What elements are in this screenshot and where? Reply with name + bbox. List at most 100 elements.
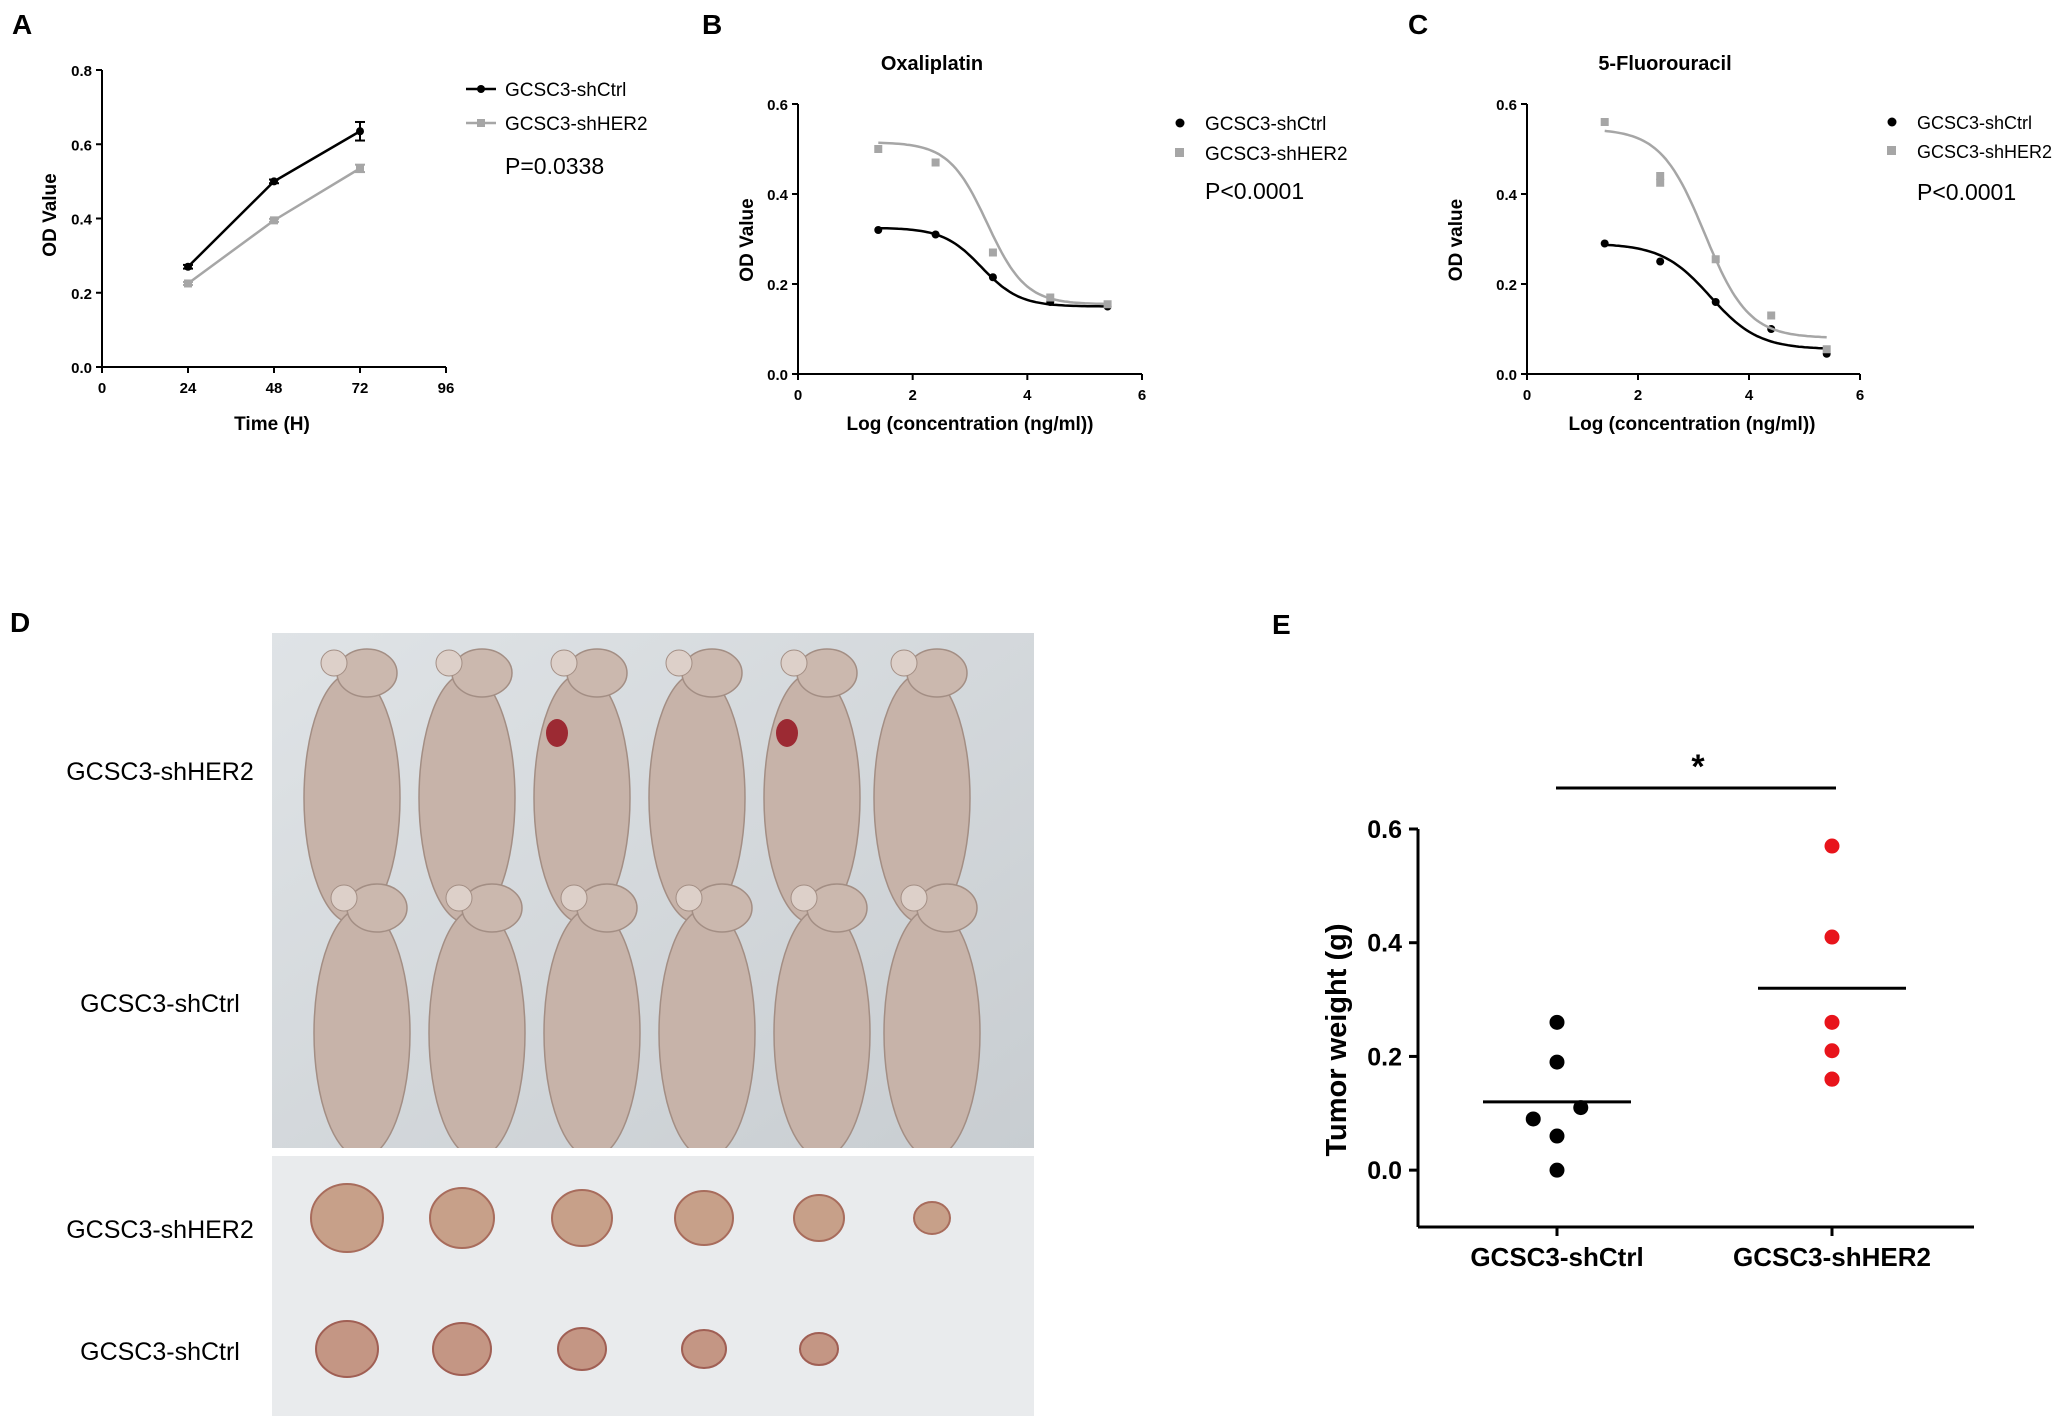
chart-c-point [1822,345,1831,354]
chart-b-point [874,145,883,153]
chart-a-ytick-label: 0.4 [71,212,93,229]
mice-row-label-shctrl: GCSC3-shCtrl [80,990,240,1018]
chart-b-ytick-label: 0.0 [767,367,788,384]
mouse-tumor-spot [776,719,798,747]
chart-a-point [184,262,192,271]
chart-e-point [1824,1043,1840,1059]
chart-e-category-shctrl: GCSC3-shCtrl [1470,1242,1643,1272]
chart-e-ytick-label: 0.6 [1367,816,1402,844]
legend-b-shher2-marker [1175,148,1184,157]
mouse-head [906,648,968,698]
tumor-row-label-shher2: GCSC3-shHER2 [66,1216,254,1244]
chart-a-series-line [187,167,361,285]
chart-b-ytick-label: 0.2 [767,277,788,294]
tumor-shher2 [674,1190,734,1246]
mouse-ear [560,884,588,912]
chart-c-xtick-label: 4 [1745,387,1754,404]
mouse-head [691,883,753,933]
chart-b-ytick-label: 0.4 [767,187,789,204]
chart-a-ytick-label: 0.0 [71,360,92,377]
mouse-head [336,648,398,698]
chart-c-xtick-label: 2 [1634,387,1642,404]
chart-a-xtick-label: 48 [266,380,283,397]
chart-a-xlabel: Time (H) [234,414,310,435]
mouse-ear [550,649,578,677]
chart-e-tumor-weight: 0.0 0.2 0.4 0.6 [1367,816,1974,1236]
chart-a-ylabel: OD Value [40,173,61,256]
chart-a-xtick-label: 72 [352,380,369,397]
mouse-body [773,907,871,1148]
chart-c-ytick-label: 0.6 [1496,97,1517,114]
mouse-body [428,907,526,1148]
chart-b-xtick-label: 4 [1023,387,1032,404]
chart-b-title: Oxaliplatin [881,53,983,75]
legend-b-shctrl-marker [1175,118,1185,128]
mouse-ear [665,649,693,677]
chart-b-point [874,226,883,234]
chart-c-point [1600,118,1609,126]
chart-b-point [988,273,997,282]
chart-e-point [1549,1128,1565,1144]
mice-row-label-shher2: GCSC3-shHER2 [66,758,254,786]
legend-b-shher2-label: GCSC3-shHER2 [1205,144,1348,165]
chart-e-category-shher2: GCSC3-shHER2 [1733,1242,1931,1272]
chart-e-point [1824,1014,1840,1030]
chart-b-pvalue: P<0.0001 [1205,178,1304,204]
chart-b-point [1046,293,1055,302]
chart-e-ytick-label: 0.4 [1367,930,1402,958]
chart-c-xtick-label: 6 [1856,387,1864,404]
panel-letter-e: E [1272,609,1291,640]
chart-e-point [1824,929,1840,945]
mouse-ear [320,649,348,677]
tumor-shctrl [799,1332,839,1366]
mouse-head [916,883,978,933]
mice-photo [272,633,1034,1148]
chart-c-ylabel: OD value [1446,199,1467,281]
chart-a-pvalue: P=0.0338 [505,153,604,179]
mouse-ear [790,884,818,912]
legend-a-shher2-label: GCSC3-shHER2 [505,114,648,135]
chart-a-series-line [187,130,361,268]
chart-a-xtick-label: 0 [98,380,106,397]
mouse-ear [435,649,463,677]
chart-a-xtick-label: 96 [438,380,455,397]
tumor-shctrl [557,1327,607,1371]
chart-c-point [1711,298,1720,306]
chart-b-point [931,230,940,239]
chart-a-point [356,164,364,173]
chart-b-ylabel: OD Value [737,198,758,281]
tumor-row-label-shctrl: GCSC3-shCtrl [80,1338,240,1366]
chart-b-fit-curve [878,226,1108,308]
tumor-shctrl [681,1329,727,1369]
panel-letter-b: B [702,9,722,40]
chart-e-point [1573,1100,1589,1116]
significance-star: * [1691,748,1705,786]
mouse-body [313,907,411,1148]
chart-c-point [1656,172,1665,180]
chart-c-point [1656,257,1665,266]
chart-c-xlabel: Log (concentration (ng/ml)) [1569,414,1816,435]
chart-b-ytick-label: 0.6 [767,97,788,114]
panel-letter-a: A [12,9,32,40]
chart-e-point [1824,1071,1840,1087]
legend-c-shher2-marker [1887,146,1896,155]
mouse-body [658,907,756,1148]
tumor-shher2 [551,1189,613,1247]
legend-a-shctrl-label: GCSC3-shCtrl [505,80,626,101]
tumor-shctrl [315,1320,379,1378]
chart-a-ytick-label: 0.8 [71,63,92,80]
tumor-shher2 [793,1194,845,1242]
mouse-head [681,648,743,698]
chart-e-point [1549,1162,1565,1178]
tumor-shher2 [429,1187,495,1249]
chart-a-point [270,216,278,225]
chart-b-xtick-label: 2 [908,387,916,404]
chart-c-point [1767,311,1776,320]
legend-c-shctrl-label: GCSC3-shCtrl [1917,113,2032,133]
chart-b-point [931,158,940,167]
chart-b-fit-curve [878,141,1108,306]
chart-c-point [1711,255,1720,264]
chart-e-point [1549,1014,1565,1030]
chart-a-xtick-label: 24 [180,380,197,397]
